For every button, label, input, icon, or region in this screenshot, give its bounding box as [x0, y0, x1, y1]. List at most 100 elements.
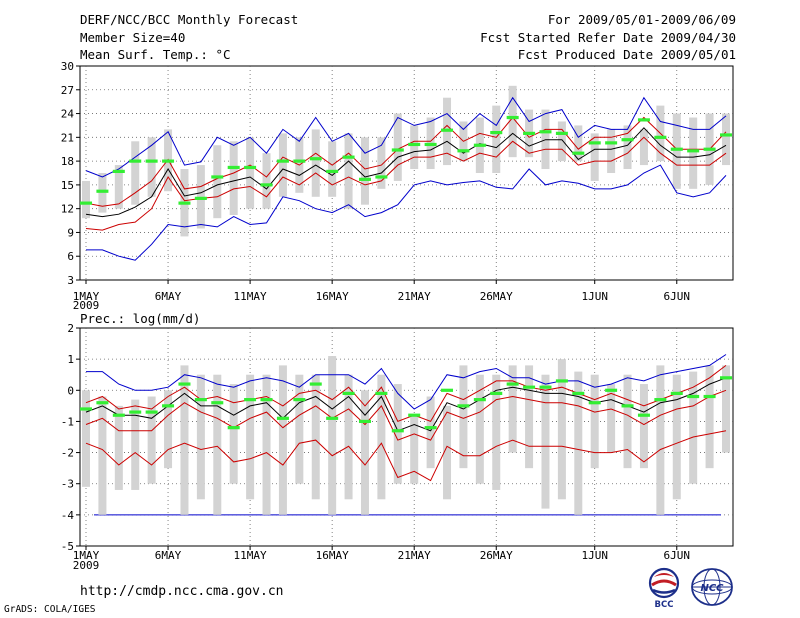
prec-range-box — [180, 365, 189, 515]
prec-range-box — [295, 374, 304, 484]
temp-green-marker — [358, 177, 371, 181]
temp-green-marker — [588, 141, 601, 145]
prec-green-marker — [260, 398, 273, 402]
prec-green-marker — [457, 404, 470, 408]
chart-title: DERF/NCC/BCC Monthly Forecast — [80, 12, 299, 27]
temp-green-marker — [457, 149, 470, 153]
prec-green-marker — [441, 388, 454, 392]
temp-range-box — [82, 180, 90, 219]
prec-green-marker — [555, 379, 568, 383]
temp-green-marker — [342, 155, 355, 159]
prec-range-box — [639, 384, 648, 469]
temp-range-box — [607, 129, 616, 173]
temp-ytick-label: 24 — [61, 108, 75, 121]
prec-range-box — [590, 374, 599, 469]
prec-ytick-label: -5 — [61, 540, 74, 553]
temp-green-marker — [326, 169, 339, 174]
prec-range-box — [311, 374, 320, 500]
prec-green-marker — [654, 398, 667, 402]
temp-range-box — [410, 125, 419, 170]
temp-range-box — [492, 105, 501, 173]
temp-green-marker — [523, 131, 536, 135]
prec-green-marker — [605, 388, 618, 392]
prec-green-marker — [572, 391, 585, 395]
temp-range-box — [590, 133, 599, 181]
prec-green-marker — [358, 419, 371, 424]
temp-range-box — [623, 125, 632, 170]
prec-green-marker — [80, 407, 92, 411]
prec-xtick-label: 6MAY — [155, 549, 182, 562]
temp-range-box — [278, 133, 287, 197]
temp-xtick-label: 16MAY — [316, 290, 349, 303]
temp-series-mean-plus-sd — [85, 116, 727, 207]
prec-range-box — [607, 384, 616, 453]
prec-range-box — [147, 396, 156, 484]
prec-range-box — [344, 374, 353, 500]
prec-range-box — [246, 374, 255, 500]
temp-range-box — [689, 117, 698, 189]
prec-green-marker — [129, 410, 142, 414]
temp-range-box — [344, 133, 353, 209]
temp-ytick-label: 9 — [67, 226, 74, 239]
prec-green-marker — [326, 416, 339, 420]
prec-xtick-label: 16MAY — [316, 549, 349, 562]
temp-green-marker — [145, 159, 158, 163]
prec-range-box — [656, 365, 665, 515]
prec-green-marker — [244, 398, 257, 402]
prec-green-marker — [211, 401, 224, 405]
prec-green-marker — [145, 410, 158, 414]
temp-plot-frame — [79, 65, 734, 281]
grads-credit: GrADS: COLA/IGES — [4, 604, 96, 615]
temp-range-box — [213, 145, 222, 219]
prec-green-marker — [523, 385, 536, 389]
temp-green-marker — [441, 128, 454, 132]
prec-ytick-label: -3 — [61, 478, 74, 491]
prec-green-marker — [227, 426, 240, 430]
temp-series-lower — [86, 164, 727, 261]
temp-range-box — [311, 129, 320, 197]
prec-range-box — [475, 374, 484, 484]
prec-range-box — [623, 374, 632, 469]
prec-range-box — [689, 371, 698, 484]
prec-year-label: 2009 — [73, 559, 100, 572]
temp-range-box — [672, 113, 681, 189]
prec-range-box — [525, 365, 534, 469]
prec-green-marker — [391, 429, 404, 433]
prec-range-box — [114, 405, 123, 490]
prec-ytick-label: -1 — [61, 415, 74, 428]
prec-ytick-label: 0 — [67, 384, 74, 397]
prec-range-box — [278, 365, 287, 515]
prec-range-box — [229, 384, 238, 484]
prec-range-box — [262, 374, 271, 515]
prec-green-marker — [424, 426, 437, 430]
prec-xtick-label: 6JUN — [664, 549, 691, 562]
prec-green-marker — [506, 382, 519, 386]
prec-xtick-label: 1JUN — [581, 549, 608, 562]
prec-range-box — [426, 396, 435, 469]
temp-ytick-label: 21 — [61, 131, 74, 144]
temp-green-marker — [720, 133, 732, 137]
temp-green-marker — [654, 135, 667, 139]
temp-xtick-label: 6MAY — [155, 290, 182, 303]
temp-ytick-label: 12 — [61, 203, 74, 216]
temp-green-marker — [687, 149, 700, 153]
temp-range-box — [131, 141, 140, 205]
temp-green-marker — [96, 189, 109, 193]
prec-range-box — [672, 374, 681, 500]
temp-ytick-label: 30 — [61, 60, 74, 73]
source-url[interactable]: http://cmdp.ncc.cma.gov.cn — [80, 584, 284, 599]
prec-range-box — [328, 356, 337, 515]
prec-green-marker — [162, 404, 175, 408]
temp-green-marker — [539, 130, 552, 134]
prec-range-box — [459, 365, 468, 469]
prec-ytick-label: -4 — [61, 509, 75, 522]
temp-green-marker — [605, 141, 618, 145]
prec-green-marker — [178, 382, 191, 386]
temp-range-box — [722, 113, 730, 166]
temp-range-box — [393, 113, 402, 181]
prec-green-marker — [670, 391, 683, 395]
temp-range-box — [574, 125, 583, 162]
temp-green-marker — [637, 118, 650, 122]
temp-green-marker — [244, 165, 257, 170]
temp-series-ensemble-mean — [85, 127, 727, 218]
